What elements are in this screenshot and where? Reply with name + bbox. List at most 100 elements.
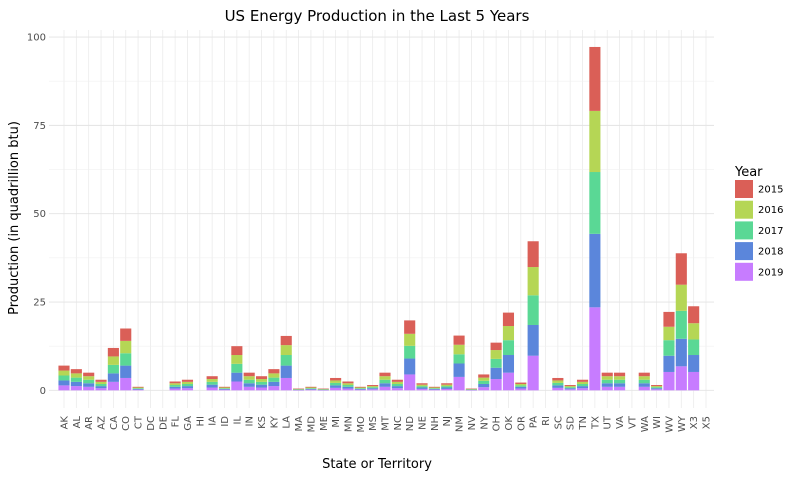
x-tick-label: AR (84, 416, 95, 430)
x-tick-label: OR (516, 416, 527, 431)
bar-segment (404, 374, 416, 391)
bar-segment (576, 381, 589, 384)
bar-segment (638, 386, 650, 391)
bar-segment (688, 323, 700, 340)
bar-segment (354, 389, 366, 391)
bar-segment (255, 384, 268, 388)
bar-segment (95, 379, 107, 382)
x-tick-label: CO (121, 416, 132, 431)
bar-segment (391, 388, 403, 391)
y-tick-label: 75 (33, 121, 46, 132)
bar-segment (416, 384, 428, 387)
x-tick-label: ND (405, 416, 416, 431)
x-tick-label: AK (60, 416, 71, 430)
bar-segment (527, 324, 539, 356)
bar-segment (688, 339, 700, 356)
bar-segment (330, 382, 342, 386)
bar-segment (552, 385, 564, 388)
bar-segment (391, 381, 403, 384)
bar-segment (58, 375, 70, 381)
x-tick-label: NH (430, 416, 441, 431)
x-tick-label: DC (146, 416, 157, 431)
bar-segment (231, 372, 243, 382)
x-tick-label: NC (393, 416, 404, 430)
bar-segment (428, 387, 440, 389)
bar-segment (601, 376, 613, 380)
bar-segment (502, 312, 515, 327)
bar-segment (465, 388, 477, 390)
bar-segment (95, 383, 107, 387)
legend-label: 2017 (758, 226, 783, 237)
bar-segment (120, 328, 132, 341)
y-tick-label: 0 (40, 386, 46, 397)
bar-segment (465, 388, 477, 390)
bar-segment (601, 379, 613, 384)
bar-segment (379, 379, 391, 384)
bar-segment (614, 376, 626, 380)
bar-segment (638, 372, 650, 377)
bar-segment (675, 284, 687, 311)
bar-segment (58, 370, 70, 376)
bar-segment (465, 389, 477, 390)
bar-segment (453, 344, 465, 355)
bar-segment (317, 389, 329, 391)
bar-segment (478, 383, 490, 388)
legend-label: 2018 (758, 247, 783, 258)
bar-segment (379, 376, 391, 380)
y-axis-title: Production (in quadrillion btu) (7, 121, 22, 315)
bar-segment (391, 379, 403, 382)
bar-segment (527, 355, 539, 391)
x-tick-label: MD (306, 416, 317, 433)
bar-segment (638, 383, 650, 387)
bar-segment (181, 388, 194, 391)
legend-swatch (735, 221, 753, 240)
bar-segment (231, 363, 243, 373)
legend: Year 2015 2016 2017 2018 2019 (734, 165, 783, 281)
bar-segment (552, 377, 564, 381)
bar-segment (293, 389, 305, 391)
bar-segment (564, 388, 576, 390)
bar-segment (663, 340, 675, 356)
x-tick-label: X3 (689, 416, 700, 429)
bar-segment (515, 388, 527, 391)
bar-segment (280, 335, 292, 346)
bar-segment (83, 379, 95, 384)
bar-segment (552, 380, 564, 383)
x-tick-label: MA (294, 416, 305, 432)
bar-segment (379, 372, 391, 377)
bar-segment (428, 388, 440, 389)
bar-segment (280, 355, 292, 366)
x-tick-label: IL (232, 416, 243, 425)
bar-segment (218, 387, 231, 389)
bar-segment (527, 267, 539, 296)
bar-segment (120, 353, 132, 366)
bar-segment (589, 172, 601, 234)
bar-segment (428, 388, 440, 390)
bar-segment (218, 388, 231, 389)
bar-segment (428, 386, 440, 388)
bar-segment (120, 365, 132, 378)
x-tick-label: ME (319, 416, 330, 431)
bar-segment (255, 387, 268, 391)
bar-segment (638, 376, 650, 380)
legend-label: 2016 (758, 205, 783, 216)
bar-segment (268, 369, 280, 374)
x-axis-title: State or Territory (322, 457, 432, 472)
bar-segment (490, 367, 502, 380)
bar-segment (107, 364, 119, 374)
bar-segment (95, 381, 107, 384)
chart-title: US Energy Production in the Last 5 Years (225, 7, 530, 25)
bar-segment (169, 386, 181, 389)
bar-segment (478, 374, 490, 378)
bar-segment (614, 386, 626, 391)
x-tick-label: NM (455, 416, 466, 432)
legend-label: 2019 (758, 267, 783, 278)
bar-segment (132, 388, 144, 390)
bar-segment (293, 388, 305, 390)
x-tick-label: NY (479, 415, 490, 429)
bar-segment (243, 386, 255, 391)
bar-segment (675, 338, 687, 367)
bar-segment (120, 377, 132, 391)
x-tick-label: TX (590, 416, 601, 430)
bar-segment (589, 110, 601, 173)
